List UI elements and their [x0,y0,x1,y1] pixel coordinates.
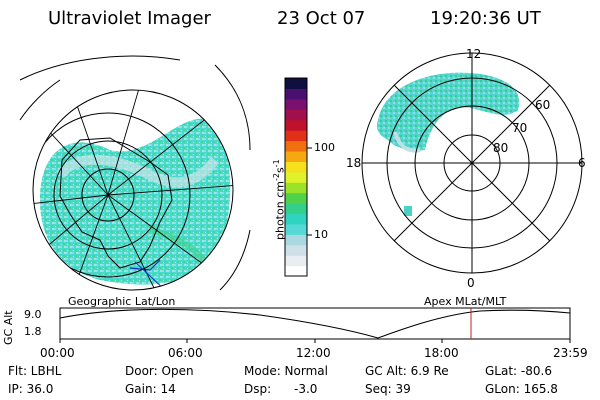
date-label: 23 Oct 07 [277,8,366,29]
colorbar-swatch [285,119,307,131]
colorbar-swatch [285,88,307,100]
geographic-map [19,55,251,291]
colorbar-label: photon cm-2s-1 [272,159,287,240]
y-tick-top: 9.0 [24,308,42,321]
mlat-label-70: 70 [512,121,528,135]
mlat-label-80: 80 [493,141,509,155]
colorbar-label-exp2: -1 [272,159,281,168]
colorbar-swatch [285,150,307,162]
mlt-label-12: 12 [466,47,482,61]
door-info: Door: Open [125,364,194,378]
magnetic-caption: Apex MLat/MLT [424,295,507,308]
ip-info: IP: 36.0 [8,382,54,396]
mlat-label-60: 60 [535,98,551,112]
colorbar-tick-10: 10 [314,228,328,241]
colorbar-swatch [285,171,307,183]
glon-info: GLon: 165.8 [485,382,558,396]
colorbar-swatch [285,223,307,235]
x-tick-0: 00:00 [40,346,75,360]
x-tick-2: 12:00 [296,346,331,360]
colorbar-swatch [285,234,307,246]
magnetic-dial [361,52,583,274]
altitude-timeline [59,307,571,343]
colorbar-label-s: s [273,167,287,174]
colorbar-swatch [285,244,307,256]
colorbar-swatch [285,140,307,152]
gc-alt-info: GC Alt: 6.9 Re [365,364,449,378]
colorbar-swatch [285,130,307,142]
mlt-label-6: 6 [578,156,586,170]
gc-alt-axis-label: GC Alt [2,310,15,345]
seq-info: Seq: 39 [365,382,411,396]
colorbar-swatch [285,161,307,173]
time-label: 19:20:36 UT [430,8,541,29]
instrument-title: Ultraviolet Imager [48,8,211,29]
dsp-value: -3.0 [294,382,318,396]
x-tick-4: 23:59 [553,346,588,360]
mlt-label-18: 18 [346,156,362,170]
altitude-curve [59,308,571,339]
coastline [59,137,173,269]
colorbar-label-exp1: -2 [272,173,281,182]
mode-info: Mode: Normal [244,364,328,378]
colorbar-swatch [285,203,307,215]
x-tick-1: 06:00 [168,346,203,360]
colorbar-swatch [285,213,307,225]
colorbar-swatch [285,182,307,194]
gain-info: Gain: 14 [125,382,176,396]
geographic-caption: Geographic Lat/Lon [68,295,176,308]
x-tick-3: 18:00 [424,346,459,360]
mlt-label-0: 0 [467,276,475,290]
filter-info: Flt: LBHL [8,364,62,378]
colorbar [285,78,307,277]
dsp-label: Dsp: [244,382,272,396]
colorbar-swatch [285,255,307,267]
glat-info: GLat: -80.6 [485,364,552,378]
colorbar-swatch [285,78,307,90]
colorbar-swatch [285,109,307,121]
colorbar-label-unit: photon cm [273,181,287,240]
colorbar-swatch [285,192,307,204]
colorbar-tick-100: 100 [314,141,335,154]
colorbar-swatch [285,98,307,110]
colorbar-swatch [285,265,307,277]
y-tick-bottom: 1.8 [24,325,42,338]
